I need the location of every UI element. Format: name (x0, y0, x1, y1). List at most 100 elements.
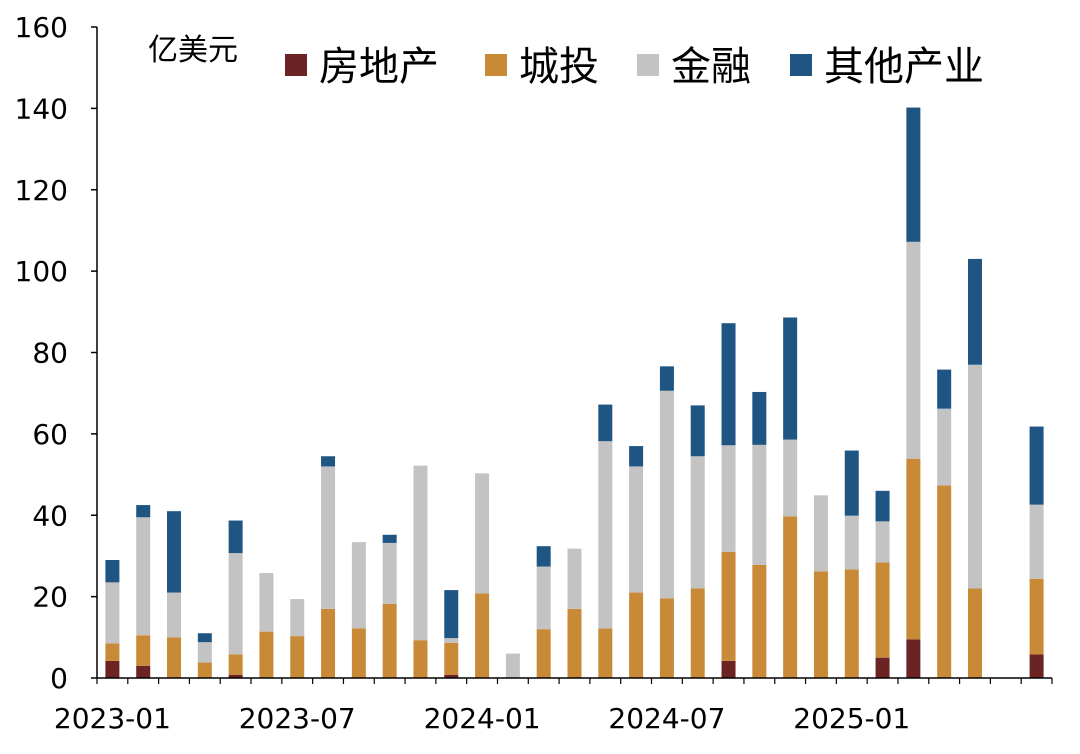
bar-segment-2-0 (105, 582, 120, 644)
bar-segment-2-3 (197, 642, 212, 663)
y-axis: 0 20 40 60 80 100 120 140 160 (15, 11, 98, 695)
bar-segment-3-24 (844, 450, 859, 516)
bar-segment-2-15 (567, 548, 582, 609)
bar-segment-2-10 (413, 465, 428, 641)
x-tick-label: 2023-07 (239, 702, 356, 735)
bar-segment-1-28 (967, 588, 982, 678)
bar-segment-2-28 (967, 364, 982, 589)
bar-segment-3-1 (136, 505, 151, 518)
bar-segment-1-1 (136, 635, 151, 666)
bar-segment-0-11 (444, 674, 459, 678)
bar-segment-2-19 (690, 456, 705, 589)
bar-segment-3-19 (690, 405, 705, 457)
bar-segment-2-8 (351, 542, 366, 629)
bar-segment-0-20 (721, 660, 736, 678)
bar-segment-0-0 (105, 660, 120, 678)
y-tick-label: 120 (15, 174, 68, 207)
bar-segment-3-14 (536, 546, 551, 567)
bar-segment-1-14 (536, 629, 551, 678)
y-tick-label: 60 (32, 418, 68, 451)
bar-segment-3-28 (967, 258, 982, 365)
unit-label: 亿美元 (148, 33, 238, 68)
bar-segment-1-2 (167, 637, 182, 678)
legend-swatch (285, 54, 307, 76)
bar-segment-2-1 (136, 517, 151, 636)
bar-segment-1-22 (783, 516, 798, 678)
bar-segment-2-17 (629, 466, 644, 593)
bar-segment-1-20 (721, 551, 736, 661)
y-tick-label: 100 (15, 255, 68, 288)
bar-segment-2-5 (259, 573, 274, 632)
bar-segment-3-2 (167, 511, 182, 593)
x-tick-label: 2023-01 (54, 702, 171, 735)
legend: 房地产 城投 金融 其他产业 (285, 44, 984, 90)
bar-segment-2-13 (505, 653, 520, 678)
bar-segment-3-16 (598, 404, 613, 442)
legend-swatch (485, 54, 507, 76)
bar-segment-1-16 (598, 628, 613, 678)
bar-segment-1-18 (659, 598, 674, 678)
bar-segment-2-11 (444, 638, 459, 644)
legend-label: 城投 (519, 44, 599, 90)
bar-segment-2-22 (783, 439, 798, 517)
bar-segment-1-5 (259, 631, 274, 678)
bar-segment-2-7 (321, 466, 336, 609)
x-tick-label: 2024-01 (424, 702, 541, 735)
bar-segment-2-9 (382, 542, 397, 604)
legend-label: 房地产 (319, 44, 439, 90)
bar-segment-0-4 (228, 674, 243, 678)
bar-segment-1-27 (937, 485, 952, 678)
y-tick-label: 0 (50, 662, 68, 695)
bar-segment-1-23 (813, 571, 828, 678)
bar-segment-1-26 (906, 458, 921, 640)
bar-segment-1-10 (413, 640, 428, 678)
bar-segment-1-12 (475, 593, 490, 678)
bar-segment-1-21 (752, 564, 767, 678)
y-tick-label: 140 (15, 92, 68, 125)
bar-segment-3-20 (721, 323, 736, 446)
legend-label: 金融 (671, 44, 751, 90)
bar-segment-0-26 (906, 639, 921, 678)
bar-segment-2-25 (875, 521, 890, 563)
bar-segment-3-4 (228, 520, 243, 554)
bar-segment-3-11 (444, 590, 459, 639)
bar-segment-3-21 (752, 391, 767, 445)
bar-segment-1-4 (228, 654, 243, 675)
legend-swatch (637, 54, 659, 76)
legend-label: 其他产业 (824, 44, 984, 90)
bar-segment-2-30 (1029, 504, 1044, 579)
bar-segment-1-7 (321, 608, 336, 678)
bar-segment-2-27 (937, 408, 952, 486)
bar-segment-2-16 (598, 441, 613, 629)
bar-segment-1-3 (197, 662, 212, 678)
bar-segment-2-6 (290, 599, 305, 637)
legend-swatch (790, 54, 812, 76)
bar-segment-3-26 (906, 107, 921, 242)
bar-segment-2-24 (844, 515, 859, 570)
bar-segment-3-30 (1029, 426, 1044, 505)
y-tick-label: 80 (32, 337, 68, 370)
bar-segment-2-23 (813, 495, 828, 572)
bar-segment-3-9 (382, 534, 397, 543)
bar-segment-3-25 (875, 490, 890, 522)
bar-segment-0-1 (136, 665, 151, 678)
bar-segment-1-9 (382, 603, 397, 678)
y-tick-label: 160 (15, 11, 68, 44)
y-tick-label: 40 (32, 499, 68, 532)
bar-segment-3-3 (197, 633, 212, 643)
bar-segment-0-30 (1029, 654, 1044, 678)
bar-segment-1-15 (567, 608, 582, 678)
bar-segment-1-0 (105, 643, 120, 661)
bar-segment-2-18 (659, 390, 674, 599)
x-axis: 2023-01 2023-07 2024-01 2024-07 2025-01 (54, 677, 1053, 735)
bar-segment-1-25 (875, 562, 890, 658)
bar-segment-1-30 (1029, 578, 1044, 655)
bar-segment-3-18 (659, 366, 674, 391)
x-tick-label: 2025-01 (793, 702, 910, 735)
bar-segment-2-2 (167, 592, 182, 638)
bar-segment-1-24 (844, 569, 859, 678)
y-tick-label: 20 (32, 581, 68, 614)
bar-segment-1-19 (690, 588, 705, 678)
bar-segment-3-0 (105, 560, 120, 583)
